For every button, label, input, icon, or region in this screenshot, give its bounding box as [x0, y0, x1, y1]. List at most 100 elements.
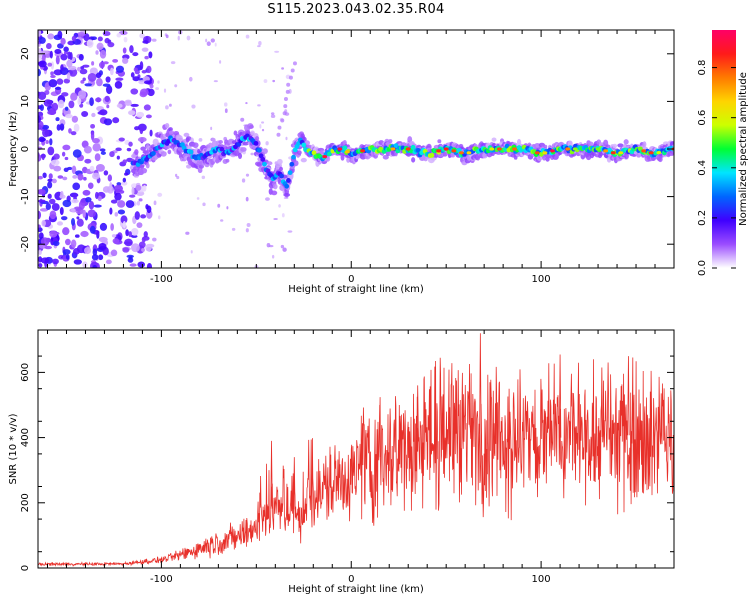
- spectrogram-cell: [152, 237, 157, 242]
- spectrogram-cell: [327, 151, 332, 157]
- spectrogram-cell: [42, 172, 47, 179]
- spectrogram-cell: [260, 156, 266, 162]
- spectrogram-cell: [301, 142, 307, 148]
- spectrogram-cell: [49, 230, 58, 238]
- spectrogram-cell: [138, 80, 146, 85]
- spectrogram-cell: [286, 82, 291, 87]
- spectrogram-cell: [62, 227, 70, 236]
- spectrogram-cell: [287, 170, 293, 176]
- spectrogram-cell: [186, 35, 191, 41]
- spectrogram-cell: [271, 254, 275, 259]
- spectrogram-cell: [257, 45, 261, 48]
- spectrogram-cell: [198, 137, 203, 142]
- spectrogram-cell: [82, 261, 88, 268]
- spectrogram-cell: [124, 172, 129, 176]
- spectrogram-cell: [116, 103, 123, 108]
- spectrogram-cell: [224, 108, 228, 114]
- spectrogram-cell: [76, 216, 80, 220]
- spectrogram-cell: [92, 143, 101, 152]
- spectrogram-cell: [390, 147, 396, 151]
- spectrogram-cell: [116, 33, 122, 38]
- spectrogram-cell: [289, 161, 295, 167]
- spectrogram-cell: [176, 175, 180, 180]
- spectrogram-cell: [63, 46, 69, 53]
- spectrogram-cell: [38, 91, 47, 101]
- spectrogram-cell: [246, 222, 251, 228]
- spectrogram-cell: [105, 85, 113, 95]
- spectrogram-cell: [56, 78, 64, 85]
- spectrogram-cell: [641, 149, 647, 153]
- spectrogram-cell: [76, 66, 81, 72]
- spectrogram-cell: [97, 254, 104, 261]
- spectrogram-cell: [134, 70, 140, 75]
- spectrogram-cell: [94, 191, 99, 200]
- spectrogram-cell: [91, 112, 96, 118]
- spectrogram-cell: [277, 158, 283, 165]
- spectrogram-cell: [51, 203, 60, 211]
- spectrogram-cell: [63, 78, 71, 84]
- spectrogram-cell: [112, 117, 120, 124]
- spectrogram-cell: [70, 208, 76, 213]
- spectrogram-cell: [276, 132, 281, 137]
- spectrogram-cell: [51, 178, 57, 184]
- spectrogram-cell: [117, 200, 126, 208]
- spectrogram-cell: [261, 121, 265, 124]
- spectrogram-cell: [142, 184, 147, 192]
- spectrogram-cell: [163, 143, 171, 150]
- spectrogram-cell: [648, 151, 654, 155]
- spectrogram-cell: [71, 199, 79, 204]
- spectrogram-cell: [48, 173, 53, 180]
- spectrogram-cell: [39, 104, 44, 112]
- spectrogram-cell: [512, 147, 517, 151]
- spectrogram-cell: [97, 36, 103, 42]
- spectrogram-cell: [407, 136, 413, 143]
- spectrogram-cell: [107, 42, 115, 48]
- spectrogram-cell: [42, 128, 50, 138]
- spectrogram-cell: [68, 128, 72, 134]
- spectrogram-cell: [93, 204, 102, 208]
- spectrogram-cell: [115, 65, 124, 73]
- spectrogram-cell: [217, 203, 221, 208]
- spectrogram-cell: [134, 211, 140, 220]
- spectrogram-cell: [270, 114, 276, 119]
- spectrogram-cell: [39, 208, 49, 212]
- spectrogram-cell: [89, 165, 95, 172]
- spectrogram-cell: [245, 228, 249, 233]
- spectrogram-cell: [54, 86, 62, 90]
- spectrogram-cell: [128, 231, 132, 238]
- spectrogram-cell: [145, 114, 152, 119]
- spectrogram-cell: [265, 197, 270, 201]
- spectrogram-cell: [92, 248, 98, 256]
- spectrogram-cell: [250, 152, 254, 156]
- spectrogram-cell: [77, 97, 82, 106]
- spectrogram-cell: [291, 154, 296, 160]
- spectrogram-cell: [141, 248, 146, 252]
- spectrogram-cell: [82, 209, 87, 219]
- spectrogram-cell: [117, 209, 126, 215]
- spectrogram-cell: [39, 137, 46, 142]
- spectrogram-cell: [137, 137, 147, 143]
- spectrogram-x-tick-label: 0: [348, 274, 354, 285]
- spectrogram-cell: [245, 196, 249, 202]
- spectrogram-cell: [415, 147, 421, 153]
- spectrogram-cell: [565, 147, 571, 151]
- spectrogram-cell: [82, 64, 90, 68]
- spectrogram-cell: [248, 124, 254, 129]
- spectrogram-cell: [191, 104, 196, 109]
- spectrogram-cell: [131, 227, 139, 236]
- spectrogram-cell: [80, 199, 86, 203]
- spectrogram-cell: [283, 97, 288, 102]
- spectrogram-cell: [38, 199, 46, 203]
- spectrogram-cell: [279, 166, 283, 172]
- spectrogram-cell: [256, 147, 262, 153]
- spectrogram-cell: [157, 80, 160, 84]
- spectrogram-cell: [59, 123, 65, 131]
- spectrogram-cell: [186, 164, 192, 169]
- spectrogram-cell: [155, 87, 160, 90]
- spectrogram-cell: [165, 34, 169, 39]
- spectrogram-cell: [41, 153, 45, 161]
- spectrogram-cell: [90, 123, 96, 129]
- spectrogram-cell: [65, 254, 70, 260]
- spectrogram-cell: [149, 84, 154, 89]
